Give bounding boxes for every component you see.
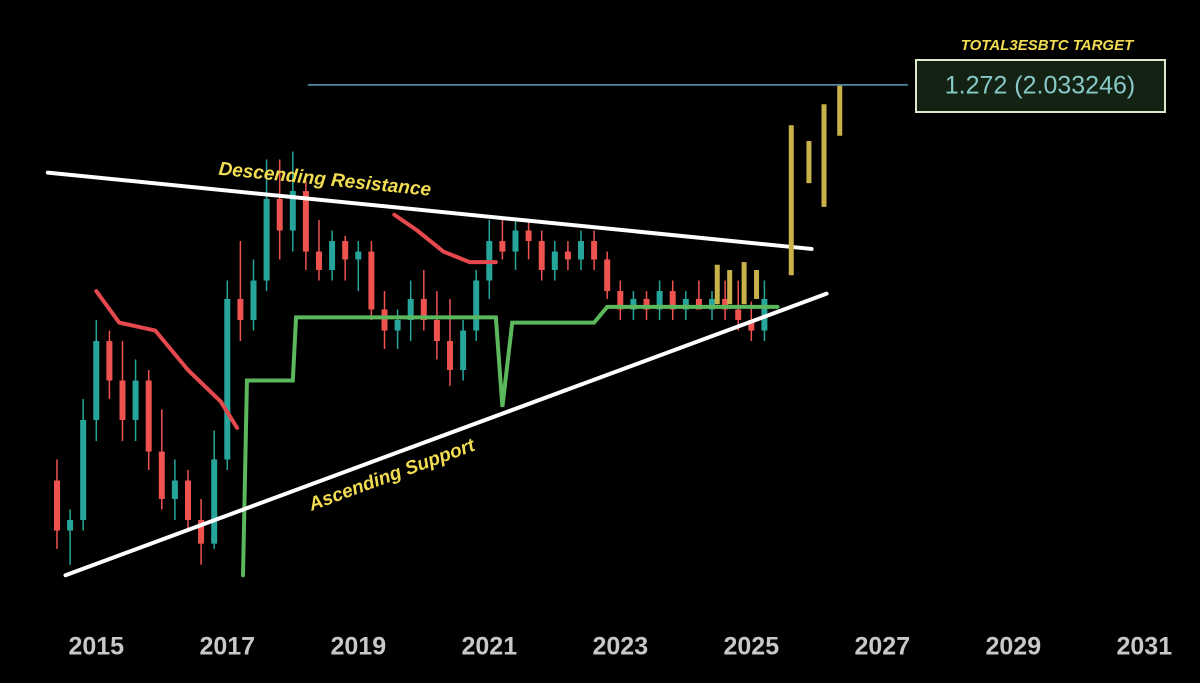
x-tick-label: 2025 xyxy=(723,633,779,661)
candle-body xyxy=(342,241,349,260)
candle-body xyxy=(67,520,74,531)
candle-body xyxy=(407,298,414,320)
candle-body xyxy=(695,298,702,310)
trend-line xyxy=(63,291,829,578)
candle-body xyxy=(329,241,336,270)
x-tick-label: 2027 xyxy=(855,633,911,661)
candle-body xyxy=(381,309,388,331)
target-label: 1.272 (2.033246) xyxy=(945,72,1135,100)
candle-body xyxy=(433,320,440,342)
candle-body xyxy=(276,198,283,231)
x-tick-label: 2021 xyxy=(461,633,517,661)
candle-body xyxy=(630,298,637,310)
candle-body xyxy=(263,198,270,281)
x-tick-label: 2031 xyxy=(1117,633,1173,661)
trend-line xyxy=(45,170,814,251)
trend-line xyxy=(94,289,240,430)
candle-body xyxy=(368,251,375,310)
candle-body xyxy=(80,420,87,520)
x-tick-label: 2029 xyxy=(986,633,1042,661)
target-title: TOTAL3ESBTC TARGET xyxy=(961,37,1135,54)
candle-body xyxy=(525,230,532,242)
candle-body xyxy=(643,298,650,310)
candle-body xyxy=(394,320,401,331)
candle-body xyxy=(224,298,231,460)
candle-body xyxy=(145,380,152,452)
candle-body xyxy=(289,191,296,231)
candle-body xyxy=(473,280,480,331)
candle-body xyxy=(355,251,362,260)
trend-line xyxy=(241,304,780,578)
candle-body xyxy=(722,298,729,310)
candle-body xyxy=(237,298,244,320)
candle-body xyxy=(604,259,611,292)
candle-body xyxy=(211,459,218,544)
target-box xyxy=(915,59,1166,113)
candle-body xyxy=(447,341,453,370)
candle-body xyxy=(591,241,598,260)
candle-body xyxy=(184,480,191,520)
trend-line xyxy=(392,212,498,265)
candle-body xyxy=(499,241,506,252)
candle-body xyxy=(420,298,427,320)
candle-body xyxy=(578,241,585,260)
candle-body xyxy=(709,298,716,310)
x-tick-label: 2017 xyxy=(199,633,255,661)
candle-body xyxy=(669,291,676,310)
candle-body xyxy=(93,341,100,420)
candle-body xyxy=(302,191,309,252)
candle-body xyxy=(735,309,742,320)
candle-body xyxy=(119,380,126,420)
candle-body xyxy=(250,280,257,320)
x-tick-label: 2019 xyxy=(330,633,386,661)
candle-body xyxy=(656,291,663,310)
x-tick-label: 2023 xyxy=(592,633,648,661)
candle-body xyxy=(53,480,60,531)
candle-body xyxy=(132,380,139,420)
candle-body xyxy=(158,451,165,499)
candle-body xyxy=(106,341,113,381)
candle-body xyxy=(538,241,545,270)
x-tick-label: 2015 xyxy=(68,633,124,661)
candle-body xyxy=(315,251,322,270)
candle-body xyxy=(512,230,519,252)
candle-body xyxy=(171,480,178,499)
candle-body xyxy=(460,330,467,370)
candle-body xyxy=(551,251,558,270)
candle-body xyxy=(198,520,205,544)
candle-body xyxy=(748,320,755,331)
candle-body xyxy=(682,298,689,310)
candle-body xyxy=(564,251,571,260)
candle-body xyxy=(617,291,624,310)
